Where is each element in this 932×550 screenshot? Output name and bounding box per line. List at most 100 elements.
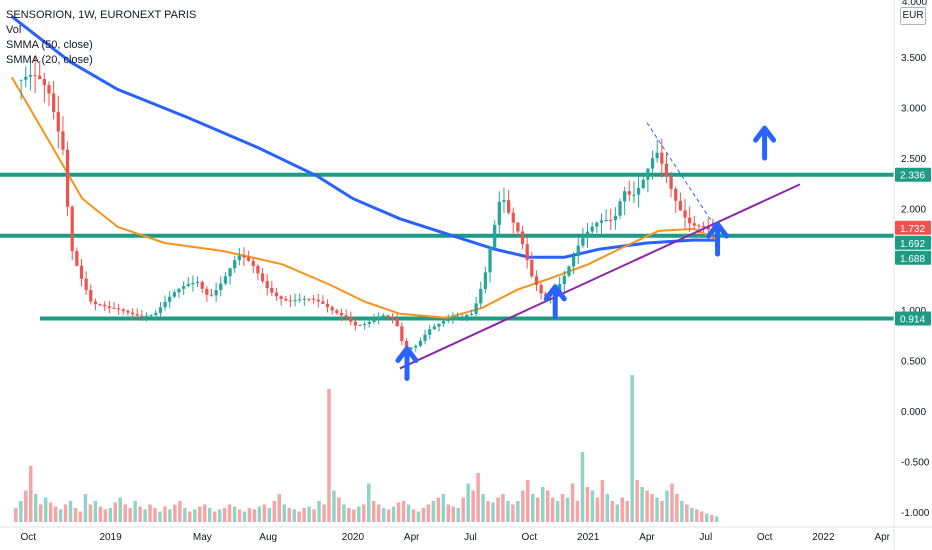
candle-body <box>121 309 125 311</box>
candle-body <box>265 281 269 289</box>
candle-body <box>506 200 511 213</box>
volume-bar <box>496 497 500 522</box>
volume-bar <box>585 487 590 522</box>
candle-body <box>618 201 622 216</box>
candle-body <box>284 298 288 301</box>
candle-body <box>660 152 664 164</box>
y-tick-label: 0.000 <box>901 407 926 418</box>
volume-bar <box>396 502 401 522</box>
candle-body <box>158 307 163 313</box>
volume-bar <box>133 501 137 522</box>
volume-bar <box>53 506 58 522</box>
candle-body <box>79 265 84 279</box>
volume-bar <box>630 375 634 522</box>
volume-bar <box>526 480 530 522</box>
candle-body <box>493 224 497 248</box>
volume-bar <box>19 501 23 522</box>
arrow-up-icon[interactable] <box>395 346 419 382</box>
horizontal-levels[interactable] <box>0 172 894 321</box>
candle-body <box>655 152 659 159</box>
price-label-smma50: 1.688 <box>900 254 925 265</box>
volume-bar <box>620 497 624 522</box>
candle-body <box>516 222 520 232</box>
arrow-up-icon[interactable] <box>753 125 777 161</box>
candle-body <box>604 219 608 221</box>
candle-body <box>274 292 279 297</box>
volume-bar <box>700 511 704 522</box>
candle-body <box>701 226 706 228</box>
time-axis[interactable]: Oct 2019 May Aug 2020 Apr Jul Oct 2021 Apr Jul Oct 2… <box>0 526 932 543</box>
candle-body <box>33 75 37 77</box>
volume-bar <box>242 511 247 522</box>
y-tick-label: 3.000 <box>901 104 926 115</box>
candle-body <box>205 288 209 295</box>
volume-bar <box>247 508 252 522</box>
volume-bar <box>88 504 93 522</box>
candle-body <box>117 308 121 310</box>
x-tick-label: May <box>193 532 212 543</box>
volume-bar <box>357 506 361 522</box>
volume-bar <box>610 501 615 522</box>
x-tick-label: 2021 <box>577 532 600 543</box>
trendline <box>399 183 801 370</box>
volume-bar <box>93 501 98 522</box>
volume-bar <box>143 509 147 522</box>
drawings[interactable] <box>395 122 801 382</box>
candle-body <box>279 296 283 299</box>
candle-body <box>260 273 265 282</box>
arrow-up-icon[interactable] <box>706 221 730 257</box>
candle-body <box>465 315 469 317</box>
candle-body <box>386 315 390 317</box>
price-label-bg <box>895 250 931 265</box>
volume-bar <box>645 490 649 522</box>
candle-body <box>56 112 60 132</box>
legend-vol: Vol <box>6 24 22 36</box>
candle-body <box>390 316 395 319</box>
volume-bar <box>704 513 709 522</box>
currency-button[interactable]: EUR <box>900 7 926 25</box>
volume-bar <box>536 497 540 522</box>
candles <box>19 56 715 352</box>
volume-bar <box>675 494 679 522</box>
candle-body <box>446 318 450 321</box>
volume-bar <box>367 483 371 522</box>
volume-bar <box>188 511 192 522</box>
candle-body <box>623 191 627 202</box>
candle-body <box>247 257 251 261</box>
candle-body <box>502 200 506 202</box>
arrow-up-icon[interactable] <box>543 284 567 320</box>
volume-bar <box>232 506 237 522</box>
candle-body <box>135 314 139 316</box>
candle-body <box>228 268 232 277</box>
candle-body <box>688 217 692 224</box>
legend-smma50: SMMA (50, close) <box>6 39 93 51</box>
candle-body <box>126 310 130 313</box>
candle-body <box>669 176 673 189</box>
candle-body <box>182 286 186 289</box>
y-tick-label: 2.000 <box>901 205 926 216</box>
candle-body <box>298 299 302 301</box>
x-tick-label: 2020 <box>342 532 365 543</box>
candle-body <box>321 301 325 304</box>
legend: SENSORION, 1W, EURONEXT PARIS Vol SMMA (… <box>6 8 196 68</box>
volume-bar <box>287 508 291 522</box>
price-axis[interactable]: 3.5003.0002.5002.0001.5001.0000.5000.000… <box>893 0 931 550</box>
candle-body <box>525 244 529 260</box>
volume-bar <box>78 511 83 522</box>
candle-body <box>469 313 474 316</box>
y-tick-label: 3.500 <box>901 53 926 64</box>
volume-bar <box>441 494 446 522</box>
candle-body <box>562 275 566 285</box>
level-price-label-bg <box>895 167 931 182</box>
volume-bar <box>118 497 122 522</box>
volume-bar <box>332 490 336 522</box>
volume-bar <box>401 501 406 522</box>
candle-body <box>270 288 274 293</box>
candle-body <box>209 294 214 296</box>
candle-body <box>163 301 167 308</box>
x-tick-label: Apr <box>874 532 890 543</box>
volume-bar <box>73 508 78 522</box>
volume-bar <box>695 509 699 522</box>
volume-bar <box>252 509 257 522</box>
